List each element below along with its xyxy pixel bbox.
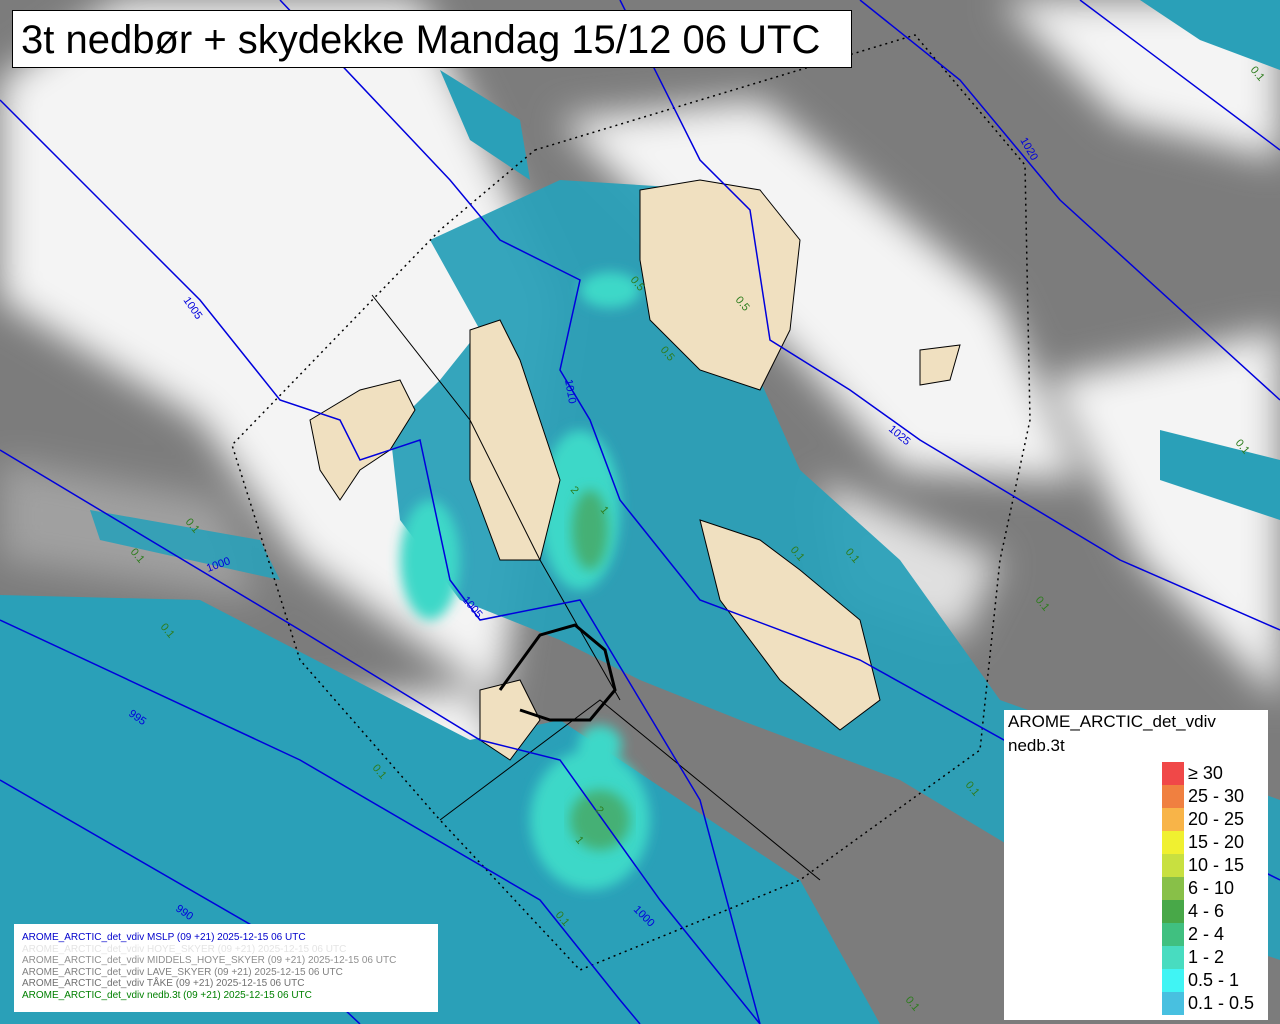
legend-entry: 25 - 30 bbox=[1162, 785, 1254, 808]
legend-label: 4 - 6 bbox=[1188, 901, 1225, 921]
legend-swatch bbox=[1162, 992, 1184, 1015]
legend-entry: 10 - 15 bbox=[1162, 854, 1254, 877]
legend-label: 20 - 25 bbox=[1188, 809, 1245, 829]
info-line: AROME_ARCTIC_det_vdiv MSLP (09 +21) 2025… bbox=[22, 932, 306, 943]
legend-label: 1 - 2 bbox=[1188, 947, 1225, 967]
title: 3t nedbør + skydekke Mandag 15/12 06 UTC bbox=[12, 10, 852, 68]
legend: AROME_ARCTIC_det_vdiv nedb.3t ≥ 30 25 - 3… bbox=[1004, 710, 1268, 1020]
legend-swatch bbox=[1162, 900, 1184, 923]
land bbox=[309, 179, 961, 761]
legend-field: nedb.3t bbox=[1008, 736, 1065, 755]
legend-label: 2 - 4 bbox=[1188, 924, 1225, 944]
legend-swatch bbox=[1162, 946, 1184, 969]
legend-entry: 0.5 - 1 bbox=[1162, 969, 1254, 992]
legend-swatch bbox=[1162, 854, 1184, 877]
legend-entry: 20 - 25 bbox=[1162, 808, 1254, 831]
legend-model: AROME_ARCTIC_det_vdiv bbox=[1008, 712, 1216, 731]
info-line: AROME_ARCTIC_det_vdiv TÅKE (09 +21) 2025… bbox=[22, 978, 305, 989]
legend-swatch bbox=[1162, 762, 1184, 785]
boundary bbox=[371, 294, 621, 701]
legend-label: 15 - 20 bbox=[1188, 832, 1245, 852]
border bbox=[498, 623, 617, 722]
legend-swatch bbox=[1162, 877, 1184, 900]
boundary bbox=[439, 699, 821, 881]
info-line: AROME_ARCTIC_det_vdiv LAVE_SKYER (09 +21… bbox=[22, 966, 343, 978]
legend-label: ≥ 30 bbox=[1188, 763, 1223, 783]
isobar-label: 1010 bbox=[562, 378, 578, 404]
legend-swatch bbox=[1162, 831, 1184, 854]
legend-entry: 4 - 6 bbox=[1162, 900, 1254, 923]
precipitation-2-4 bbox=[570, 490, 630, 850]
legend-entry: 15 - 20 bbox=[1162, 831, 1254, 854]
legend-entry: ≥ 30 bbox=[1162, 762, 1254, 785]
legend-swatch bbox=[1162, 785, 1184, 808]
legend-entry: 0.1 - 0.5 bbox=[1162, 992, 1254, 1015]
info-line: AROME_ARCTIC_det_vdiv nedb.3t (09 +21) 2… bbox=[22, 989, 312, 1001]
legend-entries: ≥ 30 25 - 30 20 - 25 15 - 20 10 - 15 6 - 10 4 … bbox=[1162, 762, 1254, 1015]
legend-label: 25 - 30 bbox=[1188, 786, 1245, 806]
legend-swatch bbox=[1162, 923, 1184, 946]
legend-entry: 6 - 10 bbox=[1162, 877, 1254, 900]
legend-label: 0.5 - 1 bbox=[1188, 970, 1240, 990]
legend-swatch bbox=[1162, 808, 1184, 831]
info-box: AROME_ARCTIC_det_vdiv MSLP (09 +21) 2025… bbox=[14, 924, 438, 1012]
legend-label: 0.1 - 0.5 bbox=[1188, 993, 1255, 1013]
legend-entry: 2 - 4 bbox=[1162, 923, 1254, 946]
legend-entry: 1 - 2 bbox=[1162, 946, 1254, 969]
info-line: AROME_ARCTIC_det_vdiv MIDDELS_HOYE_SKYER… bbox=[22, 955, 397, 966]
legend-swatch bbox=[1162, 969, 1184, 992]
legend-label: 6 - 10 bbox=[1188, 878, 1235, 898]
legend-label: 10 - 15 bbox=[1188, 855, 1245, 875]
info-line: AROME_ARCTIC_det_vdiv HOYE_SKYER (09 +21… bbox=[22, 943, 347, 955]
